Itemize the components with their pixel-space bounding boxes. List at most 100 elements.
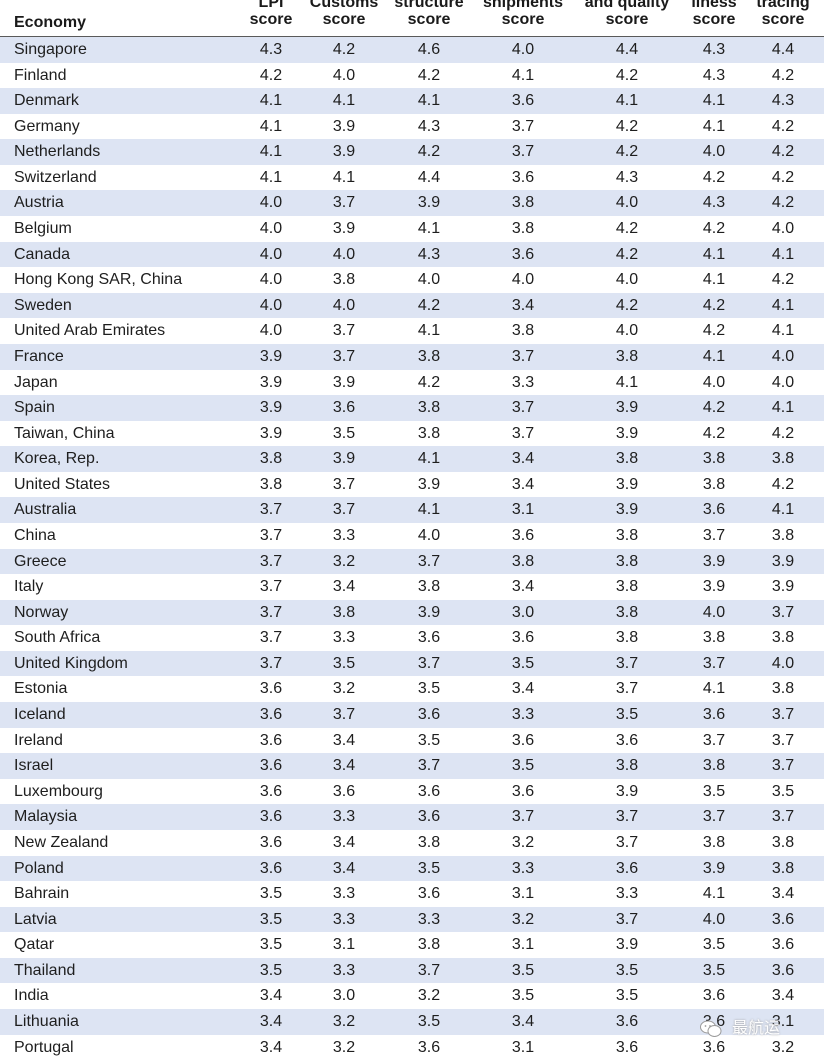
- lpi-score-cell: 3.5: [259, 885, 283, 903]
- timeliness-score-cell: 3.8: [702, 475, 726, 493]
- economy-name: Australia: [14, 501, 77, 519]
- logistics-competence-score-cell: 3.9: [615, 399, 639, 417]
- international-shipments-score-cell: 4.0: [511, 41, 535, 58]
- timeliness-score-cell: 3.9: [702, 578, 726, 596]
- lpi-score-cell: 3.7: [259, 654, 283, 672]
- economy-name: Switzerland: [14, 168, 97, 186]
- logistics-competence-score-cell: 3.8: [615, 578, 639, 596]
- tracking-tracing-score-cell: 3.2: [771, 1038, 795, 1056]
- international-shipments-score-cell: 3.1: [511, 1038, 535, 1056]
- timeliness-score-cell: 3.5: [702, 961, 726, 979]
- infrastructure-score-cell: 4.3: [417, 245, 441, 263]
- international-shipments-score-cell: 3.6: [511, 92, 535, 110]
- infrastructure-score-cell: 4.1: [417, 501, 441, 519]
- lpi-score-cell: 3.6: [259, 782, 283, 800]
- infrastructure-score-cell: 3.8: [417, 424, 441, 442]
- lpi-score-cell: 3.5: [259, 910, 283, 928]
- logistics-competence-score-cell: 3.9: [615, 936, 639, 954]
- tracking-tracing-score-cell: 4.2: [771, 424, 795, 442]
- infrastructure-score-cell: 3.5: [417, 680, 441, 698]
- customs-score-cell: 3.7: [332, 475, 356, 493]
- header-timeliness-score: liness score: [691, 0, 737, 28]
- customs-score-cell: 3.7: [332, 706, 356, 724]
- logistics-competence-score-cell: 3.7: [615, 654, 639, 672]
- header-economy: Economy: [14, 14, 87, 31]
- tracking-tracing-score-cell: 3.1: [771, 1012, 795, 1030]
- economy-name: Austria: [14, 194, 64, 212]
- infrastructure-score-cell: 4.4: [417, 168, 441, 186]
- timeliness-score-cell: 3.7: [702, 526, 726, 544]
- timeliness-score-cell: 3.8: [702, 757, 726, 775]
- customs-score-cell: 4.2: [332, 41, 356, 58]
- logistics-competence-score-cell: 4.2: [615, 117, 639, 135]
- customs-score-cell: 3.6: [332, 399, 356, 417]
- lpi-score-cell: 3.8: [259, 475, 283, 493]
- logistics-competence-score-cell: 4.2: [615, 66, 639, 84]
- infrastructure-score-cell: 3.3: [417, 910, 441, 928]
- wechat-icon: [700, 1020, 722, 1038]
- infrastructure-score-cell: 3.5: [417, 859, 441, 877]
- logistics-competence-score-cell: 4.0: [615, 194, 639, 212]
- customs-score-cell: 3.2: [332, 680, 356, 698]
- economy-name: United Kingdom: [14, 654, 128, 672]
- infrastructure-score-cell: 3.9: [417, 603, 441, 621]
- customs-score-cell: 3.3: [332, 526, 356, 544]
- tracking-tracing-score-cell: 4.0: [771, 373, 795, 391]
- header-lpi-score: LPI score: [249, 0, 293, 28]
- tracking-tracing-score-cell: 4.1: [771, 399, 795, 417]
- lpi-score-cell: 3.7: [259, 629, 283, 647]
- international-shipments-score-cell: 3.7: [511, 143, 535, 161]
- table-row: Latvia 3.5 3.3 3.3 3.2 3.7 4.0 3.6: [0, 906, 824, 933]
- logistics-competence-score-cell: 3.7: [615, 680, 639, 698]
- economy-name: Thailand: [14, 961, 76, 979]
- logistics-competence-score-cell: 4.2: [615, 296, 639, 314]
- infrastructure-score-cell: 3.6: [417, 706, 441, 724]
- international-shipments-score-cell: 3.6: [511, 731, 535, 749]
- economy-name: New Zealand: [14, 833, 109, 851]
- customs-score-cell: 3.3: [332, 961, 356, 979]
- lpi-score-cell: 3.6: [259, 706, 283, 724]
- economy-name: Japan: [14, 373, 58, 391]
- lpi-score-cell: 3.7: [259, 526, 283, 544]
- logistics-competence-score-cell: 4.0: [615, 271, 639, 289]
- economy-name: Bahrain: [14, 885, 70, 903]
- timeliness-score-cell: 4.2: [702, 399, 726, 417]
- logistics-competence-score-cell: 3.5: [615, 706, 639, 724]
- table-row: Austria 4.0 3.7 3.9 3.8 4.0 4.3 4.2: [0, 190, 824, 217]
- customs-score-cell: 3.5: [332, 654, 356, 672]
- table-row: Korea, Rep. 3.8 3.9 4.1 3.4 3.8 3.8 3.8: [0, 446, 824, 472]
- economy-name: India: [14, 987, 49, 1005]
- timeliness-score-cell: 4.2: [702, 424, 726, 442]
- customs-score-cell: 3.1: [332, 936, 356, 954]
- tracking-tracing-score-cell: 4.1: [771, 296, 795, 314]
- logistics-competence-score-cell: 4.2: [615, 220, 639, 238]
- timeliness-score-cell: 4.1: [702, 117, 726, 135]
- international-shipments-score-cell: 3.5: [511, 757, 535, 775]
- economy-name: Iceland: [14, 706, 66, 724]
- economy-name: Finland: [14, 66, 67, 84]
- international-shipments-score-cell: 3.3: [511, 373, 535, 391]
- timeliness-score-cell: 3.7: [702, 731, 726, 749]
- tracking-tracing-score-cell: 4.4: [771, 41, 795, 58]
- table-row: South Africa 3.7 3.3 3.6 3.6 3.8 3.8 3.8: [0, 625, 824, 651]
- infrastructure-score-cell: 4.1: [417, 322, 441, 340]
- infrastructure-score-cell: 3.6: [417, 808, 441, 826]
- infrastructure-score-cell: 3.7: [417, 552, 441, 570]
- economy-name: Canada: [14, 245, 71, 263]
- timeliness-score-cell: 3.6: [702, 1038, 726, 1056]
- lpi-score-cell: 3.5: [259, 961, 283, 979]
- infrastructure-score-cell: 4.1: [417, 92, 441, 110]
- lpi-score-cell: 3.5: [259, 936, 283, 954]
- infrastructure-score-cell: 4.1: [417, 450, 441, 468]
- infrastructure-score-cell: 3.5: [417, 1012, 441, 1030]
- customs-score-cell: 3.4: [332, 833, 356, 851]
- table-row: China 3.7 3.3 4.0 3.6 3.8 3.7 3.8: [0, 523, 824, 549]
- lpi-score-cell: 4.0: [259, 220, 283, 238]
- table-row: Italy 3.7 3.4 3.8 3.4 3.8 3.9 3.9: [0, 574, 824, 600]
- timeliness-score-cell: 4.0: [702, 910, 726, 928]
- lpi-score-cell: 3.4: [259, 1012, 283, 1030]
- timeliness-score-cell: 3.9: [702, 552, 726, 570]
- logistics-competence-score-cell: 3.9: [615, 475, 639, 493]
- logistics-competence-score-cell: 3.7: [615, 910, 639, 928]
- tracking-tracing-score-cell: 3.5: [771, 782, 795, 800]
